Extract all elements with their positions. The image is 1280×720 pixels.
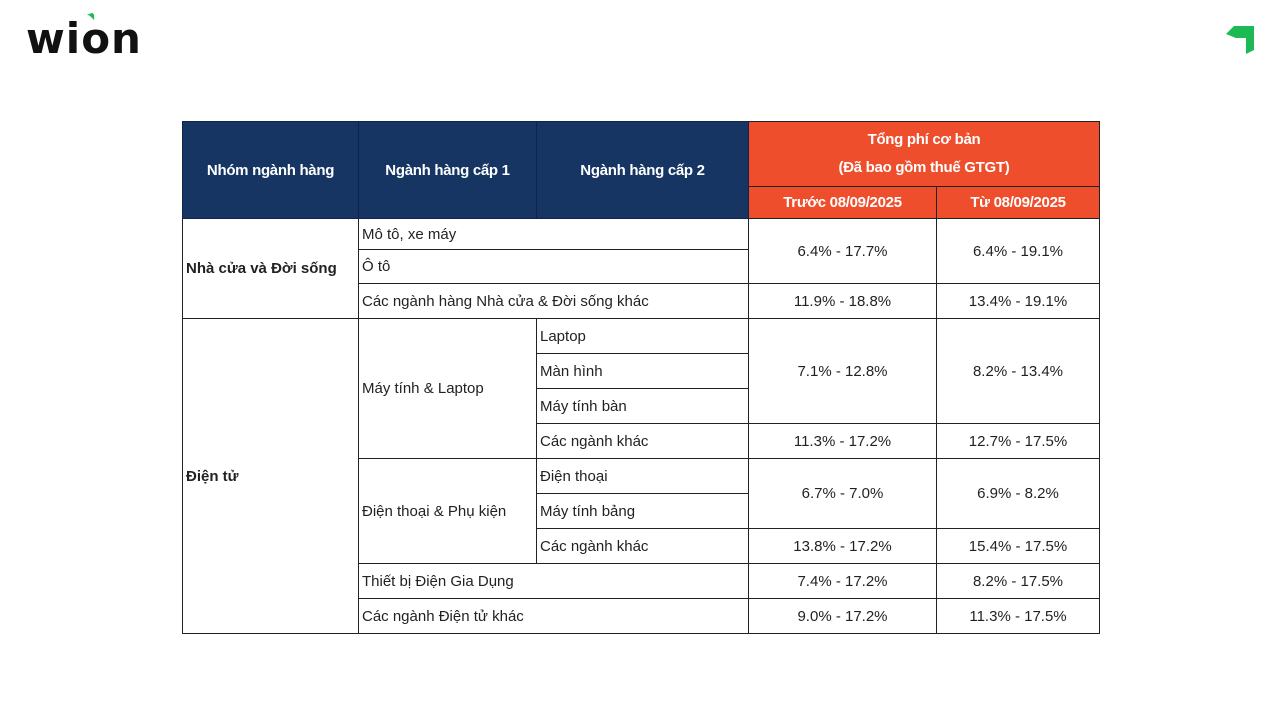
table-row: Ô tô <box>183 249 1100 284</box>
level2-cell: Máy tính bàn <box>536 388 749 424</box>
level2-cell: Điện thoại <box>536 458 749 494</box>
fee-from-cell: 13.4% - 19.1% <box>936 283 1100 319</box>
table-row: Máy tính bảng <box>183 493 1100 529</box>
fee-before-cell: 11.3% - 17.2% <box>748 423 937 459</box>
table-row: Màn hình <box>183 353 1100 389</box>
fee-before-cell: 9.0% - 17.2% <box>748 598 937 634</box>
header-from: Từ 08/09/2025 <box>936 186 1100 219</box>
table-row: Nhà cửa và Đời sống Mô tô, xe máy 6.4% -… <box>182 218 1100 319</box>
group-cell: Điện tử <box>182 318 359 634</box>
header-group: Nhóm ngành hàng <box>182 121 359 219</box>
level2-cell: Màn hình <box>536 353 749 389</box>
fee-before-cell: 6.7% - 7.0% <box>748 458 937 529</box>
table-row: Điện thoại & Phụ kiện Điện thoại 6.7% - … <box>183 458 1100 564</box>
category-cell: Ô tô <box>358 249 749 284</box>
header-before: Trước 08/09/2025 <box>748 186 937 219</box>
fee-before-cell: 13.8% - 17.2% <box>748 528 937 564</box>
logo-text: wion <box>26 14 142 63</box>
fee-before-cell: 6.4% - 17.7% <box>748 218 937 284</box>
level2-cell: Máy tính bảng <box>536 493 749 529</box>
table-row: Các ngành khác 11.3% - 17.2% 12.7% - 17.… <box>183 423 1100 459</box>
level2-cell: Các ngành khác <box>536 528 749 564</box>
fee-before-cell: 11.9% - 18.8% <box>748 283 937 319</box>
level1-cell: Máy tính & Laptop <box>358 318 537 459</box>
category-cell: Thiết bị Điện Gia Dụng <box>358 563 749 599</box>
group-cell: Nhà cửa và Đời sống <box>182 218 359 319</box>
header-fee: Tổng phí cơ bản (Đã bao gồm thuế GTGT) <box>748 121 1100 187</box>
fee-from-cell: 15.4% - 17.5% <box>936 528 1100 564</box>
logo-arrow-icon <box>86 12 95 21</box>
category-cell: Các ngành Điện tử khác <box>358 598 749 634</box>
fee-before-cell: 7.1% - 12.8% <box>748 318 937 424</box>
wion-logo: wion <box>26 14 142 64</box>
header-fee-title: Tổng phí cơ bản <box>867 131 981 148</box>
table-row: Điện tử Máy tính & Laptop Laptop 7.1% - … <box>182 318 1100 634</box>
brand-arrow-icon <box>1226 26 1254 54</box>
fee-from-cell: 6.4% - 19.1% <box>936 218 1100 284</box>
table-row: Máy tính bàn <box>183 388 1100 424</box>
table-row: Các ngành hàng Nhà cửa & Đời sống khác 1… <box>183 283 1100 319</box>
header-level1: Ngành hàng cấp 1 <box>358 121 537 219</box>
header-fee-subtitle: (Đã bao gồm thuế GTGT) <box>838 159 1010 176</box>
category-cell: Các ngành hàng Nhà cửa & Đời sống khác <box>358 283 749 319</box>
fee-before-cell: 7.4% - 17.2% <box>748 563 937 599</box>
table-row: Các ngành khác 13.8% - 17.2% 15.4% - 17.… <box>183 528 1100 564</box>
header-level2: Ngành hàng cấp 2 <box>536 121 749 219</box>
level2-cell: Laptop <box>536 318 749 354</box>
fee-from-cell: 11.3% - 17.5% <box>936 598 1100 634</box>
level2-cell: Các ngành khác <box>536 423 749 459</box>
fee-table: Nhóm ngành hàng Ngành hàng cấp 1 Ngành h… <box>182 121 1100 634</box>
fee-from-cell: 8.2% - 17.5% <box>936 563 1100 599</box>
fee-from-cell: 8.2% - 13.4% <box>936 318 1100 424</box>
table-row: Các ngành Điện tử khác 9.0% - 17.2% 11.3… <box>183 598 1100 634</box>
category-cell: Mô tô, xe máy <box>358 218 749 250</box>
level1-cell: Điện thoại & Phụ kiện <box>358 458 537 564</box>
fee-from-cell: 12.7% - 17.5% <box>936 423 1100 459</box>
table-row: Thiết bị Điện Gia Dụng 7.4% - 17.2% 8.2%… <box>183 563 1100 599</box>
fee-from-cell: 6.9% - 8.2% <box>936 458 1100 529</box>
